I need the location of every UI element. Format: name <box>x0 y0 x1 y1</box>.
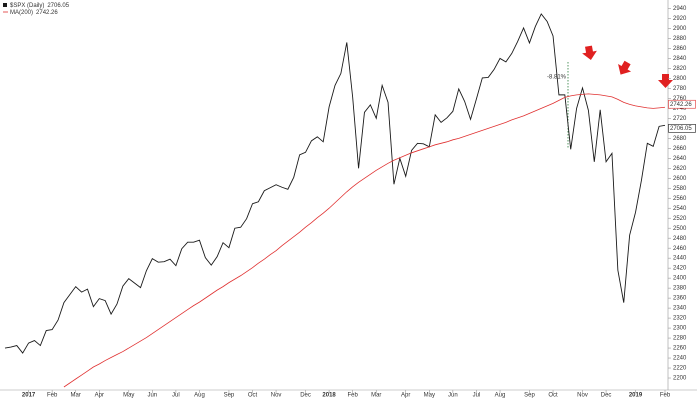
y-tick-label: 2840 <box>673 56 687 62</box>
x-tick-label: Aug <box>495 393 506 399</box>
y-tick-label: 2640 <box>673 156 687 162</box>
y-tick-label: 2520 <box>673 216 687 222</box>
x-tick-label: 2019 <box>629 393 643 399</box>
legend-label: MA(200) 2742.26 <box>10 10 58 16</box>
series-line <box>63 93 666 388</box>
x-tick-label: Aug <box>194 393 205 399</box>
y-tick-label: 2780 <box>673 86 687 92</box>
y-tick-label: 2340 <box>673 306 687 312</box>
x-tick-label: Dec <box>601 393 612 399</box>
x-tick-label: Nov <box>271 393 282 399</box>
legend-name: $SPX (Daily) <box>10 3 44 9</box>
x-tick-label: Dec <box>300 393 311 399</box>
y-tick-label: 2220 <box>673 366 687 372</box>
x-tick-label: Mar <box>71 393 81 399</box>
arrow <box>582 45 597 60</box>
y-tick-label: 2760 <box>673 96 687 102</box>
y-tick-label: 2260 <box>673 346 687 352</box>
y-tick-label: 2680 <box>673 136 687 142</box>
x-tick-label: Jun <box>448 393 458 399</box>
y-tick-label: 2880 <box>673 36 687 42</box>
y-tick-label: 2400 <box>673 276 687 282</box>
y-tick-label: 2540 <box>673 206 687 212</box>
y-tick-label: 2940 <box>673 6 687 12</box>
y-tick-label: 2740 <box>673 106 687 112</box>
y-tick-label: 2420 <box>673 266 687 272</box>
legend-swatch <box>3 3 7 7</box>
legend-value: 2706.05 <box>47 3 69 9</box>
legend-name: MA(200) <box>10 10 33 16</box>
x-tick-label: Oct <box>548 393 558 399</box>
arrows <box>582 45 673 88</box>
series-line <box>4 13 666 354</box>
last-value-label: 2742.26 <box>670 102 692 108</box>
y-tick-label: 2660 <box>673 146 687 152</box>
y-tick-label: 2580 <box>673 186 687 192</box>
y-tick-label: 2900 <box>673 26 687 32</box>
x-tick-label: Feb <box>348 393 359 399</box>
y-tick-label: 2800 <box>673 76 687 82</box>
y-tick-label: 2480 <box>673 236 687 242</box>
y-tick-label: 2200 <box>673 376 687 382</box>
legend-label: $SPX (Daily) 2706.05 <box>10 3 70 9</box>
y-tick-label: 2720 <box>673 116 687 122</box>
x-tick-label: Nov <box>577 393 588 399</box>
y-tick-label: 2560 <box>673 196 687 202</box>
x-tick-label: Sep <box>224 393 235 399</box>
x-tick-label: 2018 <box>322 393 336 399</box>
x-tick-label: 2017 <box>22 393 36 399</box>
x-tick-label: Mar <box>371 393 381 399</box>
x-tick-label: Sep <box>524 393 535 399</box>
x-tick-label: Apr <box>401 393 410 399</box>
last-value-box <box>668 124 696 133</box>
y-tick-label: 2320 <box>673 316 687 322</box>
x-tick-label: Jul <box>172 393 180 399</box>
x-tick-label: Jul <box>473 393 481 399</box>
x-tick-label: May <box>123 393 134 399</box>
arrow <box>658 74 673 88</box>
legend-value: 2742.26 <box>36 10 58 16</box>
y-tick-label: 2820 <box>673 66 687 72</box>
y-tick-label: 2380 <box>673 286 687 292</box>
y-tick-label: 2360 <box>673 296 687 302</box>
y-tick-label: 2460 <box>673 246 687 252</box>
last-value-box <box>668 99 696 109</box>
y-tick-label: 2300 <box>673 326 687 332</box>
y-tick-label: 2600 <box>673 176 687 182</box>
y-tick-label: 2860 <box>673 46 687 52</box>
x-tick-label: Oct <box>248 393 258 399</box>
y-tick-label: 2240 <box>673 356 687 362</box>
x-tick-label: Feb <box>47 393 58 399</box>
x-tick-label: Jun <box>147 393 157 399</box>
y-tick-label: 2620 <box>673 166 687 172</box>
y-tick-label: 2920 <box>673 16 687 22</box>
x-tick-label: Feb <box>660 393 671 399</box>
y-tick-label: 2500 <box>673 226 687 232</box>
x-tick-label: Apr <box>95 393 104 399</box>
last-value-label: 2706.05 <box>670 126 692 132</box>
y-tick-label: 2440 <box>673 256 687 262</box>
y-tick-label: 2280 <box>673 336 687 342</box>
arrow <box>618 60 632 75</box>
x-tick-label: May <box>424 393 435 399</box>
